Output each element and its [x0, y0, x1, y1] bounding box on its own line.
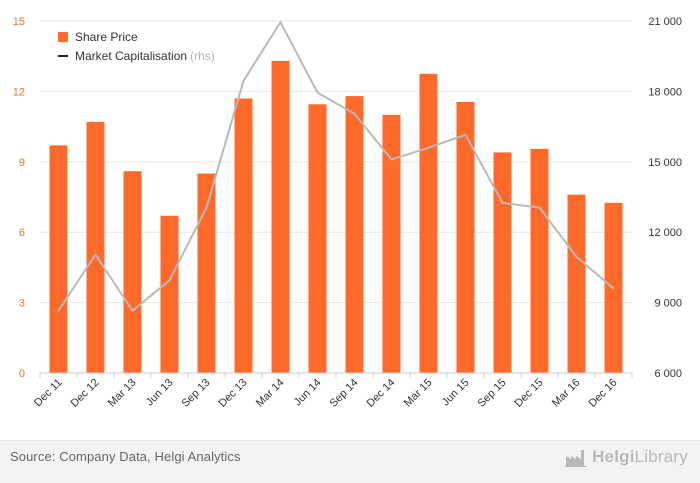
bar-dec-13: [234, 98, 253, 373]
brand-name-light: Library: [634, 447, 688, 466]
x-tick-label-mar-14: Mar 14: [254, 377, 287, 410]
brand-logo: Helgi Library: [565, 447, 688, 467]
legend: Share Price Market Capitalisation (rhs): [58, 27, 215, 65]
market-cap-point-mar-13: [131, 310, 134, 312]
x-tick-label-dec-14: Dec 14: [364, 377, 397, 410]
x-tick-label-dec-15: Dec 15: [512, 377, 545, 410]
x-tick-label-sep-14: Sep 14: [327, 377, 360, 410]
source-note: Source: Company Data, Helgi Analytics: [10, 449, 241, 464]
market-cap-point-dec-11: [57, 310, 60, 312]
market-cap-point-mar-14: [279, 21, 282, 23]
bar-sep-14: [345, 96, 364, 374]
brand-name-strong: Helgi: [592, 447, 635, 466]
chart-canvas: 0 3 6 9 12 15 6 000 9 000 12 000 15 000 18 000 21 …: [13, 16, 682, 410]
factory-icon: [565, 450, 588, 467]
share-price-bars: [49, 60, 623, 374]
legend-swatch-bar: [58, 31, 68, 42]
left-tick-label-12: 12: [13, 86, 25, 98]
right-tick-label-6000: 6 000: [654, 368, 682, 380]
market-cap-point-dec-13: [242, 80, 245, 82]
x-tick-label-sep-13: Sep 13: [179, 377, 212, 410]
market-cap-point-dec-16: [612, 287, 615, 290]
right-tick-label-18000: 18 000: [648, 86, 682, 98]
x-tick-label-dec-12: Dec 12: [68, 377, 101, 410]
right-axis-ticks: 6 000 9 000 12 000 15 000 18 000 21 000: [648, 16, 682, 380]
x-tick-label-mar-15: Mar 15: [402, 377, 435, 410]
bar-mar-14: [271, 60, 290, 373]
left-axis-ticks: 0 3 6 9 12 15: [13, 16, 25, 380]
market-cap-path: [57, 21, 615, 312]
legend-label-market-cap: Market Capitalisation: [75, 48, 188, 63]
x-tick-label-jun-14: Jun 14: [292, 377, 324, 409]
right-tick-label-9000: 9 000: [654, 298, 682, 310]
market-cap-point-mar-15: [427, 146, 430, 149]
bar-jun-15: [456, 101, 475, 374]
bar-mar-13: [123, 171, 142, 373]
right-tick-label-15000: 15 000: [648, 157, 682, 169]
left-tick-label-3: 3: [19, 298, 25, 310]
x-tick-label-dec-11: Dec 11: [32, 377, 65, 410]
x-tick-label-dec-16: Dec 16: [586, 377, 619, 410]
bar-sep-13: [197, 173, 216, 373]
left-tick-label-0: 0: [19, 368, 25, 380]
market-cap-point-jun-15: [464, 134, 467, 136]
x-tick-label-sep-15: Sep 15: [475, 377, 508, 410]
x-axis-ticks: Dec 11 Dec 12 Mar 13 Jun 13 Sep 13 Dec 13 Mar …: [32, 377, 620, 410]
bar-dec-14: [382, 114, 401, 373]
right-tick-label-21000: 21 000: [648, 16, 682, 28]
left-tick-label-6: 6: [19, 227, 25, 239]
x-tick-label-mar-16: Mar 16: [550, 377, 583, 410]
market-cap-point-jun-14: [316, 91, 319, 94]
market-cap-point-dec-12: [94, 253, 97, 256]
x-tick-label-jun-13: Jun 13: [144, 377, 176, 409]
market-cap-point-sep-15: [501, 202, 504, 204]
bar-jun-13: [160, 215, 179, 373]
market-cap-point-sep-14: [353, 112, 356, 115]
x-tick-label-dec-13: Dec 13: [216, 377, 249, 410]
market-cap-point-dec-14: [390, 158, 393, 161]
market-cap-point-sep-13: [205, 206, 208, 209]
x-tick-label-jun-15: Jun 15: [440, 377, 472, 409]
legend-swatch-line: [58, 54, 68, 57]
bar-sep-15: [493, 152, 512, 373]
market-cap-line: [57, 21, 615, 312]
right-tick-label-12000: 12 000: [648, 227, 682, 239]
legend-item-share-price: Share Price: [58, 27, 215, 46]
bar-dec-11: [49, 145, 68, 373]
axes: [39, 372, 633, 378]
legend-note-rhs: (rhs): [190, 48, 215, 63]
market-cap-point-mar-16: [575, 256, 578, 258]
left-tick-label-15: 15: [13, 16, 25, 28]
legend-item-market-cap: Market Capitalisation (rhs): [58, 46, 215, 65]
market-cap-point-jun-13: [168, 279, 171, 282]
x-tick-label-mar-13: Mar 13: [106, 377, 139, 410]
market-cap-point-dec-15: [538, 206, 541, 209]
bar-dec-15: [530, 148, 549, 373]
bar-mar-16: [567, 194, 586, 373]
bar-dec-12: [86, 121, 105, 373]
left-tick-label-9: 9: [19, 157, 25, 169]
legend-label-share-price: Share Price: [75, 29, 138, 44]
bar-jun-14: [308, 104, 327, 373]
bar-mar-15: [419, 73, 438, 374]
